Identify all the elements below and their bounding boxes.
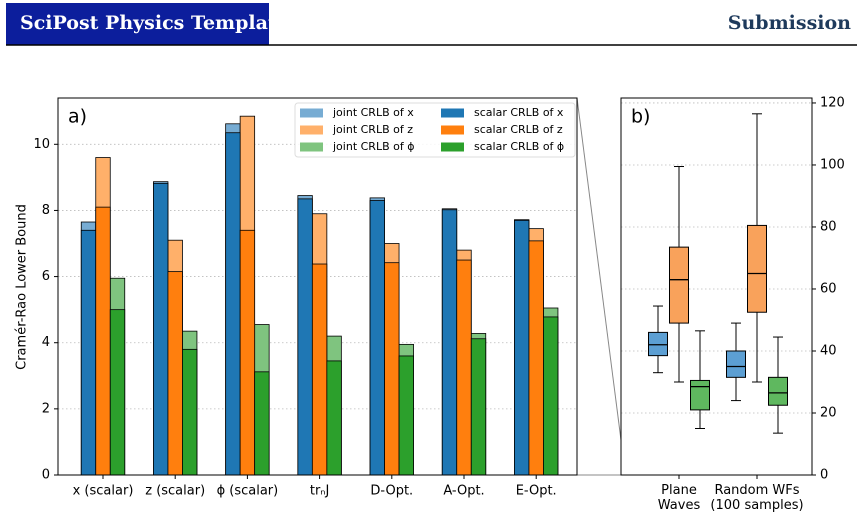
panel-label: b) bbox=[631, 106, 650, 128]
y-tick-label: 40 bbox=[820, 343, 837, 358]
panel-label: a) bbox=[68, 106, 87, 128]
bar bbox=[543, 316, 559, 476]
box bbox=[726, 350, 746, 378]
box bbox=[747, 224, 767, 313]
y-tick-label: 10 bbox=[33, 137, 50, 152]
bar bbox=[514, 219, 530, 476]
legend-label: joint CRLB of x bbox=[332, 106, 414, 119]
y-axis-label: Cramér-Rao Lower Bound bbox=[15, 204, 30, 370]
x-tick-label: A-Opt. bbox=[443, 484, 484, 499]
bar bbox=[80, 229, 97, 476]
zoom-line bbox=[576, 97, 622, 441]
legend-label: joint CRLB of z bbox=[332, 123, 413, 136]
bar bbox=[153, 182, 169, 476]
x-tick-label: z (scalar) bbox=[145, 484, 205, 499]
x-tick-label: ϕ (scalar) bbox=[217, 484, 279, 499]
y-tick-label: 2 bbox=[42, 401, 50, 416]
x-tick-label: Plane Waves bbox=[657, 483, 701, 513]
legend-swatch bbox=[300, 142, 323, 152]
box bbox=[648, 331, 668, 357]
bar bbox=[182, 348, 198, 476]
legend-label: scalar CRLB of x bbox=[474, 106, 564, 119]
x-tick-label: E-Opt. bbox=[516, 484, 557, 499]
legend-swatch bbox=[300, 125, 323, 135]
y-tick-label: 80 bbox=[820, 219, 837, 234]
bar bbox=[239, 229, 256, 476]
x-tick-label: trₙJ bbox=[310, 484, 329, 499]
y-tick-label: 60 bbox=[820, 281, 837, 296]
bar bbox=[95, 206, 111, 476]
legend-swatch bbox=[300, 108, 323, 118]
legend-swatch bbox=[441, 142, 464, 152]
header-box bbox=[6, 3, 269, 45]
bar bbox=[398, 355, 414, 476]
bar bbox=[254, 371, 270, 476]
legend-swatch bbox=[441, 125, 464, 135]
bar bbox=[384, 262, 400, 476]
box bbox=[690, 379, 710, 411]
y-tick-label: 120 bbox=[820, 95, 845, 110]
legend-swatch bbox=[441, 108, 464, 118]
x-tick-label: D-Opt. bbox=[370, 484, 413, 499]
legend-label: scalar CRLB of z bbox=[474, 123, 563, 136]
bar bbox=[311, 263, 328, 476]
bar bbox=[470, 338, 487, 476]
x-tick-label: Random WFs (100 samples) bbox=[710, 483, 804, 513]
bar bbox=[441, 209, 458, 476]
plot-frame bbox=[57, 97, 578, 476]
bar bbox=[109, 309, 126, 476]
bar bbox=[456, 259, 472, 476]
header-title: SciPost Physics Template bbox=[20, 12, 289, 34]
y-tick-label: 4 bbox=[42, 335, 50, 350]
y-tick-label: 6 bbox=[42, 269, 50, 284]
box bbox=[768, 376, 788, 406]
box bbox=[669, 246, 689, 324]
bar bbox=[528, 240, 544, 476]
y-tick-label: 20 bbox=[820, 405, 837, 420]
bar bbox=[326, 360, 342, 476]
bar bbox=[297, 198, 313, 476]
bar bbox=[167, 271, 183, 476]
y-tick-label: 100 bbox=[820, 157, 845, 172]
y-tick-label: 0 bbox=[820, 468, 828, 483]
bar bbox=[369, 200, 385, 476]
bar bbox=[225, 132, 241, 476]
legend-label: joint CRLB of ϕ bbox=[332, 140, 414, 153]
legend-box bbox=[294, 102, 576, 158]
y-tick-label: 0 bbox=[42, 468, 50, 483]
x-tick-label: x (scalar) bbox=[73, 484, 134, 499]
y-tick-label: 8 bbox=[42, 203, 50, 218]
plot-frame bbox=[620, 97, 813, 476]
legend-label: scalar CRLB of ϕ bbox=[474, 140, 564, 153]
header-label: Submission bbox=[728, 12, 851, 34]
